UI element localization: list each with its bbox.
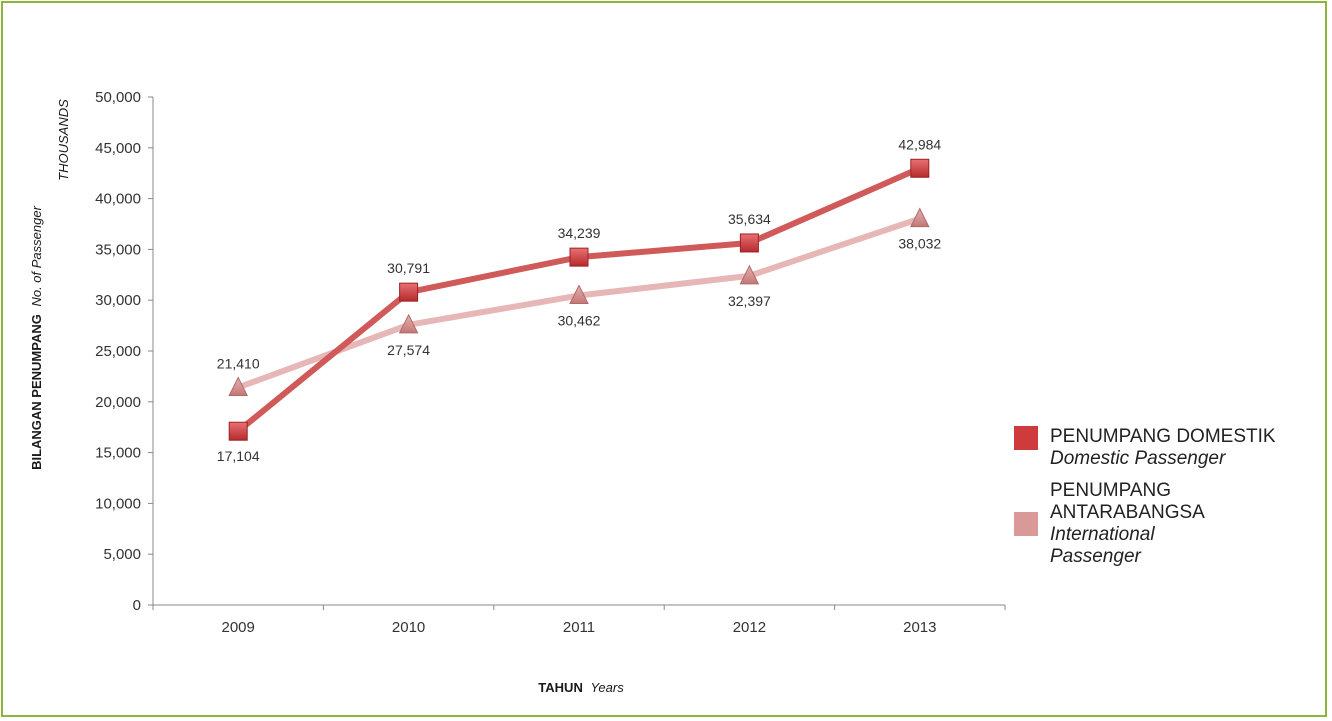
y-tick-label: 30,000 (95, 292, 141, 309)
y-tick-label: 15,000 (95, 445, 141, 462)
data-point-international (398, 313, 419, 334)
y-axis-ticks: 0 5,000 10,000 15,000 20,000 25,000 30,000 35,0… (95, 89, 153, 614)
data-label-international: 30,462 (558, 313, 601, 329)
data-label-international: 38,032 (898, 236, 941, 252)
data-point-international (739, 264, 760, 285)
legend-swatch-international (1014, 512, 1038, 536)
x-axis-title-bold: TAHUN (538, 680, 583, 695)
legend: PENUMPANG DOMESTIK Domestic Passenger PE… (1014, 426, 1314, 578)
x-tick-label: 2011 (563, 619, 595, 636)
data-point-international (569, 284, 589, 305)
data-point-domestic (739, 233, 759, 253)
legend-item-domestic: PENUMPANG DOMESTIK Domestic Passenger (1014, 426, 1314, 470)
x-tick-label: 2010 (392, 619, 425, 636)
y-tick-label: 10,000 (95, 495, 141, 512)
data-labels: 21,410 27,574 30,462 32,397 38,032 17,104 30,7… (217, 136, 942, 464)
y-tick-label: 20,000 (95, 394, 141, 411)
data-label-domestic: 34,239 (558, 225, 601, 241)
legend-item-international: PENUMPANG ANTARABANGSA International Pas… (1014, 480, 1314, 568)
y-tick-label: 35,000 (95, 241, 141, 258)
data-label-domestic: 35,634 (728, 211, 771, 227)
legend-swatch-domestic (1014, 426, 1038, 450)
data-point-international (228, 376, 249, 396)
data-point-international (909, 207, 930, 228)
legend-sublabel-international: International Passenger (1050, 524, 1155, 567)
data-label-domestic: 30,791 (387, 260, 430, 276)
data-label-international: 32,397 (728, 293, 771, 309)
x-axis-ticks: 2009 2010 2011 2012 2013 (152, 605, 1006, 636)
data-label-domestic: 42,984 (898, 136, 941, 152)
data-point-domestic (228, 421, 248, 441)
x-axis-title-italic: Years (590, 680, 624, 695)
y-tick-label: 45,000 (95, 140, 141, 157)
y-axis-title-bold: BILANGAN PENUMPANG (29, 314, 44, 470)
y-tick-label: 50,000 (95, 89, 141, 106)
legend-sublabel-domestic: Domestic Passenger (1050, 448, 1226, 469)
data-point-domestic (910, 158, 930, 178)
data-point-domestic (399, 282, 419, 302)
y-axis-title-italic: No. of Passenger (29, 205, 44, 306)
series-group (228, 158, 930, 441)
data-label-domestic: 17,104 (217, 448, 260, 464)
x-tick-label: 2012 (733, 619, 766, 636)
axes (152, 97, 1005, 606)
units-label: THOUSANDS (56, 99, 71, 181)
data-label-international: 27,574 (387, 342, 430, 358)
data-label-international: 21,410 (217, 355, 260, 371)
y-tick-label: 40,000 (95, 191, 141, 208)
x-tick-label: 2009 (222, 619, 255, 636)
y-tick-label: 0 (133, 597, 141, 614)
y-tick-label: 5,000 (103, 546, 141, 563)
y-tick-label: 25,000 (95, 343, 141, 360)
x-tick-label: 2013 (903, 619, 936, 636)
legend-label-international: PENUMPANG ANTARABANGSA (1050, 480, 1205, 523)
legend-label-domestic: PENUMPANG DOMESTIK (1050, 426, 1276, 447)
y-axis-title: BILANGAN PENUMPANG No. of Passenger (29, 205, 44, 470)
x-axis-title: TAHUN Years (538, 680, 624, 695)
data-point-domestic (569, 247, 589, 267)
